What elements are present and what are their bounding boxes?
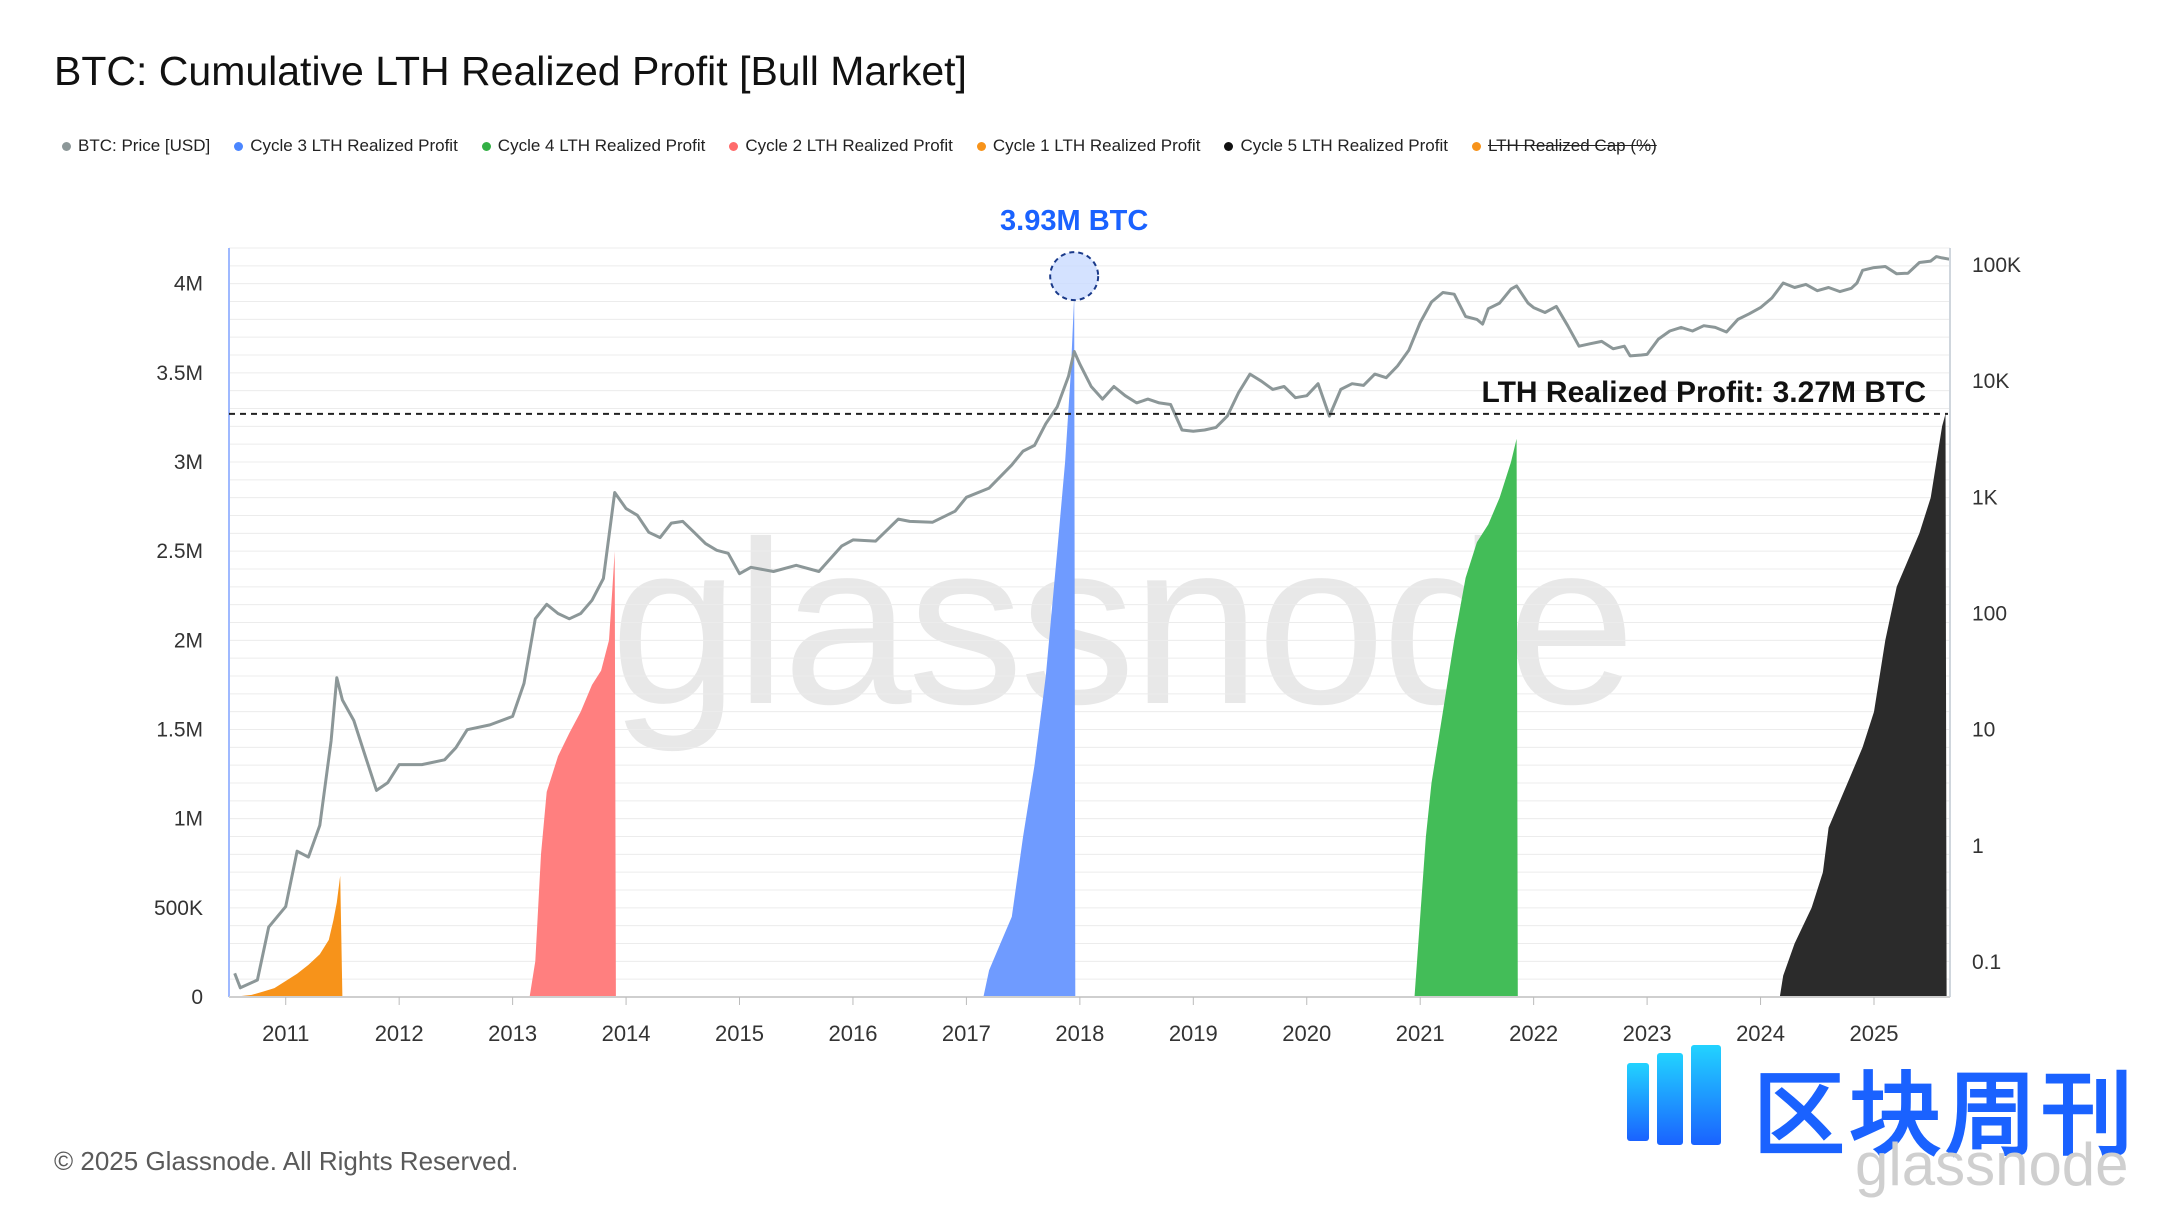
legend-item-cycle4[interactable]: Cycle 4 LTH Realized Profit: [481, 136, 706, 156]
y-left-tick-label: 3M: [174, 451, 203, 474]
x-tick-label: 2025: [1850, 1021, 1899, 1046]
peak-label: 3.93M BTC: [1000, 205, 1148, 237]
peak-highlight-circle: [1049, 251, 1100, 302]
legend-item-cycle2[interactable]: Cycle 2 LTH Realized Profit: [729, 136, 953, 156]
annotations: LTH Realized Profit: 3.27M BTC 3.93M BTC: [229, 205, 1948, 415]
cycle-1-lth-realized-profit-area: [234, 875, 343, 997]
legend-label: LTH Realized Cap (%): [1487, 136, 1657, 155]
copyright: © 2025 Glassnode. All Rights Reserved.: [54, 1146, 519, 1176]
legend-label: BTC: Price [USD]: [78, 136, 211, 155]
y-right-tick-label: 10: [1972, 719, 1995, 742]
y-left-tick-label: 1M: [174, 808, 203, 831]
legend-item-realized-cap[interactable]: LTH Realized Cap (%): [1471, 136, 1657, 156]
brand-bars-icon: [1627, 1045, 1721, 1145]
y-right-tick-label: 0.1: [1972, 951, 2001, 974]
btc-price-line: [233, 255, 1951, 990]
legend-item-cycle3[interactable]: Cycle 3 LTH Realized Profit: [234, 136, 458, 156]
legend-dot: [1471, 141, 1481, 151]
cycle-5-lth-realized-profit-area: [1779, 413, 1947, 997]
legend-dot: [1224, 141, 1234, 151]
legend-dot: [976, 141, 986, 151]
legend-label: Cycle 5 LTH Realized Profit: [1240, 136, 1448, 155]
y-left-tick-label: 1.5M: [156, 719, 203, 742]
x-tick-label: 2018: [1055, 1021, 1104, 1046]
legend-label: Cycle 3 LTH Realized Profit: [250, 136, 458, 155]
y-right-tick-label: 1K: [1972, 486, 1998, 509]
y-right-tick-label: 1: [1972, 835, 1984, 858]
y-left-tick-label: 2.5M: [156, 540, 203, 563]
x-tick-label: 2023: [1623, 1021, 1672, 1046]
brand-name: 区块周刊: [1753, 1065, 2138, 1167]
x-tick-label: 2011: [262, 1021, 309, 1046]
legend-dot: [481, 141, 491, 151]
x-tick-label: 2019: [1169, 1021, 1218, 1046]
brand-logo: 区块周刊 glassnode: [1625, 1045, 2150, 1198]
y-right-tick-label: 10K: [1972, 370, 2009, 393]
cycle-areas: [234, 296, 1947, 998]
y-left-tick-label: 4M: [174, 273, 203, 296]
y-left-tick-label: 0: [191, 986, 203, 1009]
y-right-tick-label: 100K: [1972, 254, 2021, 277]
legend-dot: [729, 141, 739, 151]
legend-item-price[interactable]: BTC: Price [USD]: [62, 136, 210, 156]
y-left-tick-label: 2M: [174, 629, 203, 652]
axes: 0 500K 1M 1.5M 2M 2.5M 3M 3.5M 4M 0.1 1 10 100 1K 10K 1…: [154, 248, 2021, 1046]
gridlines: [229, 247, 1950, 998]
x-tick-label: 2016: [828, 1021, 877, 1046]
cycle-4-lth-realized-profit-area: [1414, 438, 1518, 997]
x-tick-label: 2014: [602, 1021, 651, 1046]
brand-sub: glassnode: [1855, 1131, 2129, 1198]
x-tick-label: 2012: [375, 1021, 424, 1046]
cycle-2-lth-realized-profit-area: [529, 551, 616, 997]
legend-dot: [234, 141, 244, 151]
x-tick-label: 2024: [1736, 1021, 1785, 1046]
x-tick-label: 2015: [715, 1021, 764, 1046]
legend: BTC: Price [USD] Cycle 3 LTH Realized Pr…: [62, 136, 1657, 156]
y-left-tick-label: 3.5M: [156, 362, 203, 385]
legend-label: Cycle 2 LTH Realized Profit: [745, 136, 953, 155]
x-tick-label: 2020: [1282, 1021, 1331, 1046]
y-right-tick-label: 100: [1972, 603, 2007, 626]
legend-label: Cycle 4 LTH Realized Profit: [497, 136, 706, 155]
legend-label: Cycle 1 LTH Realized Profit: [992, 136, 1201, 155]
cycle-3-lth-realized-profit-area: [983, 296, 1076, 998]
x-tick-label: 2022: [1509, 1021, 1558, 1046]
legend-item-cycle1[interactable]: Cycle 1 LTH Realized Profit: [976, 136, 1201, 156]
chart-title: BTC: Cumulative LTH Realized Profit [Bul…: [54, 48, 967, 94]
legend-dot: [62, 141, 71, 151]
legend-item-cycle5[interactable]: Cycle 5 LTH Realized Profit: [1224, 136, 1448, 156]
y-left-tick-label: 500K: [154, 897, 203, 920]
x-tick-label: 2013: [488, 1021, 537, 1046]
reference-label: LTH Realized Profit: 3.27M BTC: [1482, 376, 1927, 409]
price-line-group: [233, 255, 1951, 990]
x-tick-label: 2021: [1396, 1021, 1445, 1046]
x-tick-label: 2017: [942, 1021, 991, 1046]
